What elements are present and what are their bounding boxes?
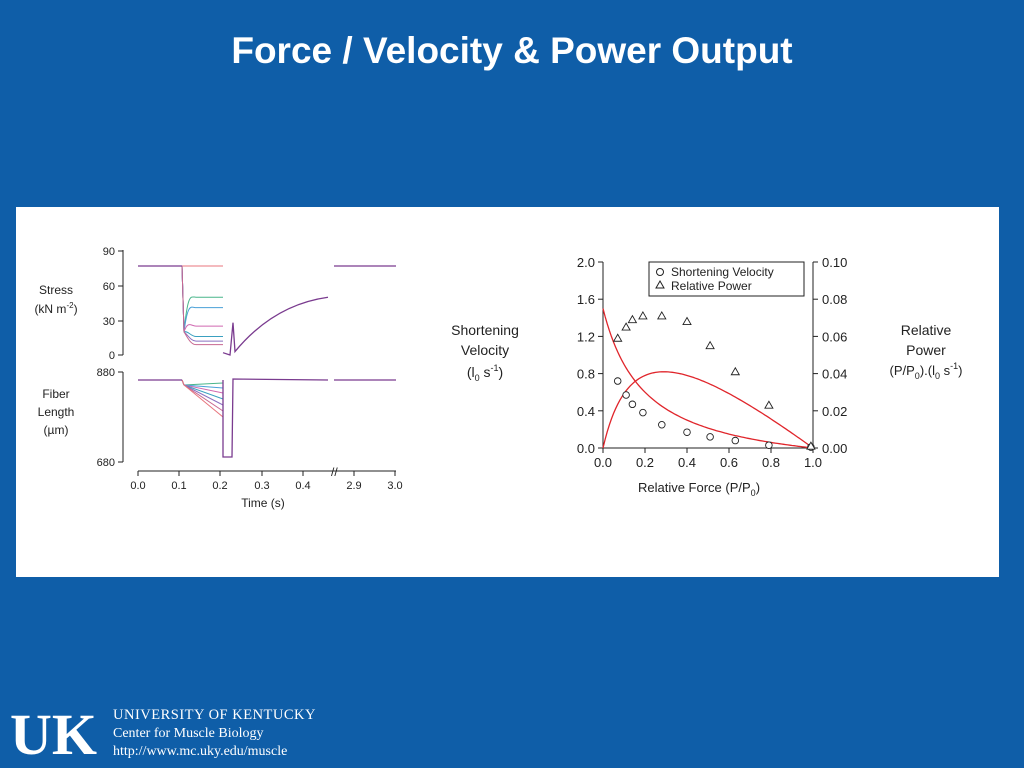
slide-title: Force / Velocity & Power Output: [231, 30, 793, 71]
power-tick-label: 0.08: [822, 292, 847, 307]
legend-box: [648, 261, 805, 297]
velocity-tick-label: 0.4: [577, 404, 595, 419]
force-tick-label: 0.2: [636, 455, 654, 470]
length-tick-label: 680: [97, 457, 115, 469]
time-tick-label: 0.3: [254, 480, 269, 492]
velocity-data-point: [683, 428, 691, 436]
velocity-axis-unit: (l0 s-1): [467, 363, 503, 383]
length-axis-label: (µm): [44, 423, 69, 437]
stress-trace: [138, 265, 223, 342]
stress-trace: [138, 265, 223, 346]
power-data-point: [705, 340, 715, 350]
time-tick-label: 0.2: [212, 480, 227, 492]
uk-logo-text: UK: [10, 704, 97, 760]
stress-axis-unit: (kN m-2): [34, 301, 77, 316]
power-tick-label: 0.02: [822, 404, 847, 419]
legend-entry: Relative Power: [671, 279, 752, 293]
legend-triangle-marker: [655, 279, 665, 289]
velocity-data-point: [731, 436, 740, 445]
footer-url[interactable]: http://www.mc.uky.edu/muscle: [113, 744, 288, 759]
velocity-data-point: [628, 400, 637, 409]
power-axis-label: Power: [906, 342, 946, 358]
time-tick-label: 3.0: [387, 480, 402, 492]
footer-text: UNIVERSITY OF KENTUCKY Center for Muscle…: [113, 706, 316, 762]
figure-panel: 90 60 30 0 Stress (kN m-2) 880 680 Fiber…: [16, 207, 999, 577]
velocity-fit-curve: [602, 308, 814, 449]
length-trace: [181, 379, 224, 386]
stress-trace: [138, 265, 223, 332]
velocity-data-point: [765, 441, 773, 449]
axis-break-mark: //: [331, 465, 338, 479]
power-data-point: [638, 311, 648, 320]
force-velocity-panel: 2.0 1.6 1.2 0.8 0.4 0.0 0.10 0.08 0.06 0.04 0.02 0.…: [577, 255, 847, 498]
length-axis-label: Length: [38, 405, 75, 419]
power-tick-label: 0.10: [822, 255, 847, 270]
velocity-data-point: [706, 433, 714, 441]
time-tick-label: 0.4: [295, 480, 310, 492]
length-axis-label: Fiber: [42, 387, 69, 401]
velocity-tick-label: 1.6: [577, 292, 595, 307]
stress-trace: [138, 265, 223, 333]
power-axis-unit: (P/P0).(l0 s-1): [890, 361, 963, 381]
velocity-data-point: [613, 377, 622, 385]
velocity-tick-label: 0.0: [577, 441, 595, 456]
stress-tick-label: 0: [109, 350, 115, 362]
length-main-trace: [138, 378, 329, 458]
power-data-point: [621, 322, 631, 331]
force-tick-label: 0.8: [762, 455, 780, 470]
power-data-point: [806, 441, 816, 450]
stress-trace: [138, 265, 223, 332]
force-tick-label: 0.0: [594, 455, 612, 470]
velocity-data-point: [658, 420, 666, 429]
footer-university: UNIVERSITY OF KENTUCKY: [113, 707, 316, 723]
force-tick-label: 1.0: [804, 455, 822, 470]
stress-axis-label: Stress: [39, 283, 73, 297]
power-axis-label: Relative: [901, 322, 952, 338]
length-trace: [181, 379, 224, 418]
power-tick-label: 0.04: [822, 367, 847, 382]
footer-center: Center for Muscle Biology: [113, 725, 264, 741]
force-tick-label: 0.6: [720, 455, 738, 470]
figure-svg: 90 60 30 0 Stress (kN m-2) 880 680 Fiber…: [34, 246, 963, 510]
force-tick-label: 0.4: [678, 455, 696, 470]
stress-length-traces-panel: 90 60 30 0 Stress (kN m-2) 880 680 Fiber…: [34, 246, 402, 510]
power-tick-label: 0.06: [822, 329, 847, 344]
stress-tick-label: 30: [103, 316, 115, 328]
velocity-tick-label: 2.0: [577, 255, 595, 270]
legend-circle-marker: [656, 268, 664, 276]
power-data-point: [627, 314, 638, 324]
velocity-data-point: [639, 408, 647, 417]
stress-tick-label: 90: [103, 246, 115, 258]
force-axis-label: Relative Force (P/P0): [638, 480, 760, 498]
legend-entry: Shortening Velocity: [671, 265, 774, 279]
legend: Shortening Velocity Relative Power: [648, 261, 805, 297]
velocity-tick-label: 0.8: [577, 367, 595, 382]
power-data-point: [682, 316, 692, 325]
power-fit-curve: [602, 371, 814, 449]
stress-recovery-trace: [222, 296, 329, 356]
power-data-point: [612, 333, 623, 342]
velocity-axis-label: Shortening: [451, 322, 519, 338]
power-tick-label: 0.00: [822, 441, 847, 456]
power-data-point: [764, 400, 774, 409]
time-tick-label: 0.0: [130, 480, 145, 492]
stress-tick-label: 60: [103, 281, 115, 293]
velocity-data-point: [622, 391, 630, 399]
time-axis-label: Time (s): [241, 496, 285, 510]
uk-logo: UK: [10, 704, 97, 760]
time-tick-label: 0.1: [171, 480, 186, 492]
velocity-tick-label: 1.2: [577, 329, 595, 344]
power-data-point: [730, 366, 741, 376]
time-tick-label: 2.9: [346, 480, 361, 492]
velocity-axis-label: Velocity: [461, 342, 509, 358]
power-data-point: [657, 311, 667, 320]
length-tick-label: 880: [97, 367, 115, 379]
